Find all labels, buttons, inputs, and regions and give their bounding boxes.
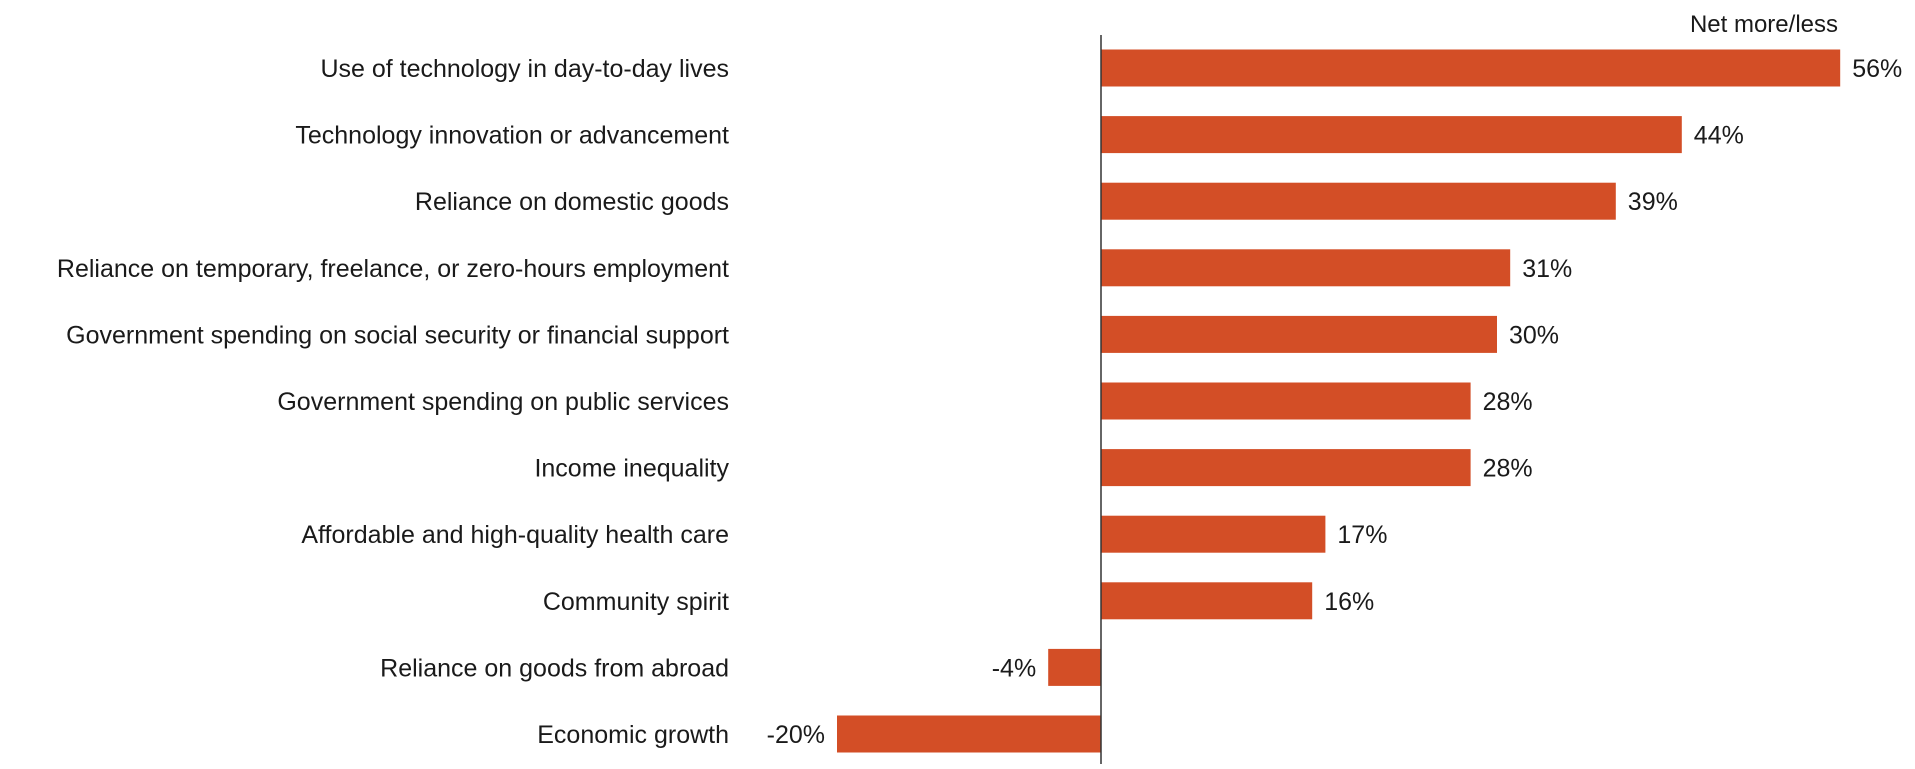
value-label: 30%	[1509, 321, 1559, 349]
value-label: 39%	[1628, 188, 1678, 216]
bars-group	[837, 49, 1841, 753]
bar	[1101, 582, 1313, 620]
value-label: 16%	[1324, 588, 1374, 616]
category-label: Reliance on domestic goods	[415, 188, 729, 216]
bar	[1101, 182, 1616, 220]
bar	[1101, 449, 1471, 487]
category-label: Community spirit	[543, 588, 729, 616]
category-label: Technology innovation or advancement	[295, 122, 729, 150]
bar	[1101, 249, 1511, 287]
bar	[1101, 116, 1682, 154]
bar	[1101, 515, 1326, 553]
value-label: 44%	[1694, 122, 1744, 150]
value-label: -4%	[992, 654, 1036, 682]
category-label: Income inequality	[534, 455, 729, 483]
value-label: 28%	[1483, 455, 1533, 483]
category-label: Reliance on temporary, freelance, or zer…	[57, 255, 729, 283]
category-label: Government spending on public services	[277, 388, 729, 416]
category-label: Government spending on social security o…	[66, 321, 729, 349]
category-label: Economic growth	[537, 721, 729, 749]
labels-group: Use of technology in day-to-day lives 56%…	[57, 55, 1902, 749]
bar	[1101, 49, 1841, 87]
bar	[1048, 648, 1101, 686]
value-label: 56%	[1852, 55, 1902, 83]
value-label: 31%	[1522, 255, 1572, 283]
value-label: 28%	[1483, 388, 1533, 416]
category-label: Use of technology in day-to-day lives	[320, 55, 729, 83]
value-label: -20%	[767, 721, 825, 749]
category-label: Reliance on goods from abroad	[380, 654, 729, 682]
bar	[837, 715, 1101, 753]
bar	[1101, 382, 1471, 420]
bar	[1101, 315, 1497, 353]
column-header: Net more/less	[1690, 11, 1838, 38]
value-label: 17%	[1337, 521, 1387, 549]
category-label: Affordable and high-quality health care	[301, 521, 729, 549]
